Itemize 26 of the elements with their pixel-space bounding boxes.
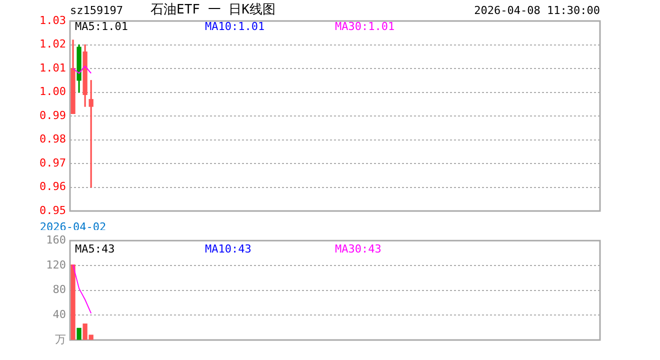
y-tick-label: 120: [46, 258, 66, 272]
y-tick-label: 万: [55, 332, 66, 346]
annotation: MA10:43: [205, 242, 252, 256]
bar: [76, 328, 82, 340]
y-tick-label: 1.03: [40, 14, 66, 27]
y-tick-label: 0.96: [40, 180, 66, 194]
y-tick-label: 0.97: [40, 156, 66, 170]
y-tick-label: 1.02: [40, 38, 66, 51]
bar: [70, 264, 76, 340]
text: 2026-04-08 11:30:00: [474, 4, 600, 17]
annotation: MA30:43: [335, 242, 382, 256]
text: sz159197: [70, 4, 123, 17]
y-tick-label: 1.01: [40, 61, 66, 74]
y-tick-label: 40: [52, 308, 66, 322]
chart-title: 石油ETF 一 日K线图: [150, 2, 276, 18]
annotation: MA10:1.01: [205, 20, 265, 33]
y-tick-label: 0.95: [40, 204, 66, 217]
annotation: MA5:1.01: [75, 20, 128, 33]
y-tick-label: 80: [52, 283, 66, 296]
annotation: MA30:1.01: [335, 20, 395, 33]
y-tick-label: 0.98: [40, 132, 66, 146]
y-tick-label: 1.00: [40, 85, 66, 98]
candlestick: [88, 80, 94, 188]
y-tick-label: 160: [46, 233, 66, 246]
annotation: MA5:43: [75, 242, 115, 256]
y-tick-label: 0.99: [40, 108, 66, 122]
